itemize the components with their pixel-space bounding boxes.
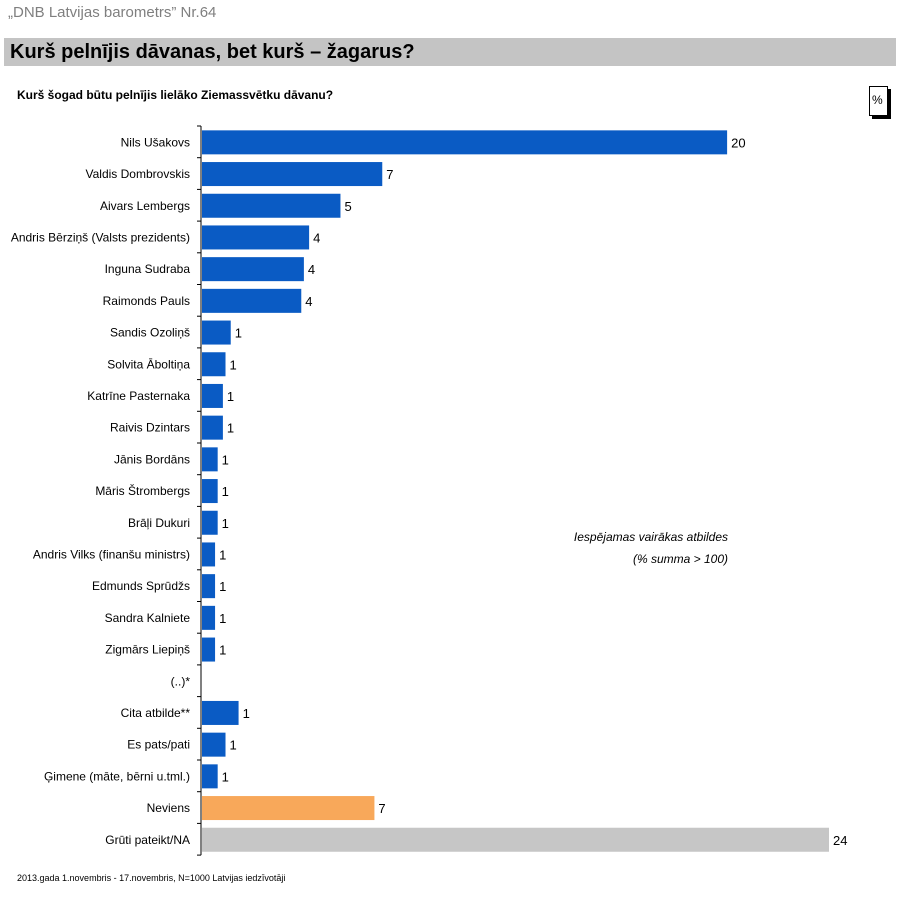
bar [202, 732, 226, 757]
sum-note: (% summa > 100) [632, 552, 728, 566]
bar [202, 605, 216, 630]
category-label: Sandra Kalniete [105, 611, 191, 625]
category-label: Jānis Bordāns [114, 452, 190, 466]
category-label: (..)* [171, 674, 191, 688]
category-label: Zigmārs Liepiņš [105, 643, 190, 657]
data-label: 1 [243, 706, 250, 721]
data-label: 1 [230, 738, 237, 753]
category-label: Raivis Dzintars [110, 421, 190, 435]
bar [202, 162, 383, 187]
bar [202, 415, 223, 440]
data-label: 4 [308, 262, 315, 277]
category-label: Cita atbilde** [121, 706, 191, 720]
category-label: Solvita Āboltiņa [107, 357, 190, 371]
bar [202, 542, 216, 567]
data-label: 1 [230, 357, 237, 372]
bar [202, 193, 341, 218]
category-label: Edmunds Sprūdžs [92, 579, 190, 593]
category-label: Māris Štrombergs [95, 483, 190, 498]
category-label: Grūti pateikt/NA [105, 833, 190, 847]
percent-unit-box: % [869, 86, 888, 116]
data-label: 24 [833, 833, 847, 848]
bar [202, 320, 231, 345]
category-label: Inguna Sudraba [105, 262, 191, 276]
bar [202, 510, 218, 535]
bar [202, 479, 218, 504]
footer-note: 2013.gada 1.novembris - 17.novembris, N=… [17, 873, 286, 883]
data-label: 1 [227, 389, 234, 404]
bar [202, 637, 216, 662]
data-label: 1 [219, 547, 226, 562]
category-label: Andris Bērziņš (Valsts prezidents) [11, 230, 190, 244]
bar [202, 288, 302, 313]
data-label: 1 [222, 452, 229, 467]
data-label: 20 [731, 135, 745, 150]
category-label: Sandis Ozoliņš [110, 326, 190, 340]
category-label: Neviens [147, 801, 190, 815]
bar [202, 700, 239, 725]
bar [202, 257, 304, 282]
category-label: Katrīne Pasternaka [87, 389, 190, 403]
data-label: 7 [386, 167, 393, 182]
category-label: Brāļi Dukuri [128, 516, 190, 530]
category-label: Ģimene (māte, bērni u.tml.) [44, 769, 190, 783]
bar [202, 130, 728, 155]
data-label: 1 [235, 326, 242, 341]
bar [202, 447, 218, 472]
category-label: Aivars Lembergs [100, 199, 190, 213]
percent-unit-label: % [872, 93, 883, 107]
bar [202, 225, 310, 250]
question-text: Kurš šogad būtu pelnījis lielāko Ziemass… [17, 88, 334, 102]
data-label: 1 [227, 421, 234, 436]
data-label: 1 [222, 516, 229, 531]
data-label: 7 [378, 801, 385, 816]
category-label: Andris Vilks (finanšu ministrs) [33, 547, 190, 561]
data-label: 1 [219, 611, 226, 626]
data-label: 4 [305, 294, 312, 309]
main-title-bar: Kurš pelnījis dāvanas, bet kurš – žagaru… [4, 38, 896, 66]
bar [202, 383, 223, 408]
data-label: 1 [222, 484, 229, 499]
source-title: „DNB Latvijas barometrs” Nr.64 [8, 4, 217, 21]
data-label: 1 [219, 579, 226, 594]
bar [202, 764, 218, 789]
data-label: 4 [313, 230, 320, 245]
data-label: 5 [344, 199, 351, 214]
multiple-answers-note: Iespējamas vairākas atbildes [573, 530, 728, 544]
bar [202, 827, 829, 852]
bar [202, 352, 226, 377]
category-label: Valdis Dombrovskis [86, 167, 190, 181]
category-label: Nils Ušakovs [121, 135, 190, 149]
category-label: Es pats/pati [127, 738, 190, 752]
bar [202, 574, 216, 599]
data-label: 1 [219, 643, 226, 658]
main-title: Kurš pelnījis dāvanas, bet kurš – žagaru… [10, 41, 415, 63]
bar [202, 796, 375, 821]
category-label: Raimonds Pauls [103, 294, 190, 308]
data-label: 1 [222, 769, 229, 784]
